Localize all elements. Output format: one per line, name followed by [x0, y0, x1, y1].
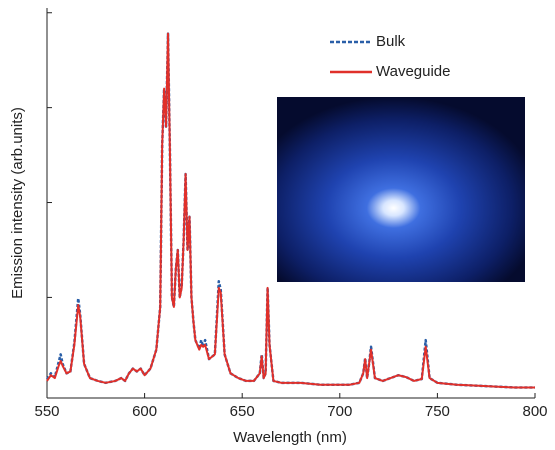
x-axis-label: Wavelength (nm): [233, 429, 347, 446]
x-tick-label: 750: [425, 403, 450, 420]
x-tick-label: 550: [34, 403, 59, 420]
x-tick-label: 600: [132, 403, 157, 420]
inset-image: [277, 97, 525, 282]
legend-label: Bulk: [376, 33, 406, 50]
legend-label: Waveguide: [376, 63, 451, 80]
y-axis-label: Emission intensity (arb.units): [9, 107, 26, 299]
x-tick-label: 650: [230, 403, 255, 420]
x-tick-label: 800: [522, 403, 547, 420]
x-tick-label: 700: [327, 403, 352, 420]
series-line: [46, 32, 535, 389]
